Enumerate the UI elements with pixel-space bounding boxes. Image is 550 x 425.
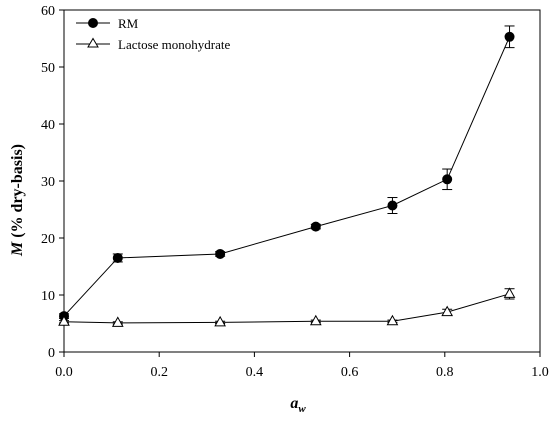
data-point-rm-6: [504, 31, 515, 42]
data-point-lactose-monohydrate-1: [111, 316, 124, 327]
chart-axes: 0.0 0.2 0.4 0.6 0.8 1.0 0 10 20 30 40 50 60: [41, 4, 549, 380]
x-axis-title: aw: [290, 395, 306, 415]
x-tick-label-2: 0.4: [246, 365, 264, 380]
y-tick-label-5: 50: [41, 61, 55, 76]
data-point-rm-1: [112, 252, 123, 263]
legend-marker-rm: [88, 18, 98, 28]
plot-frame: [63, 9, 541, 353]
data-point-rm-2: [215, 248, 226, 259]
y-tick-label-0: 0: [48, 346, 55, 361]
data-point-rm-4: [387, 200, 398, 211]
data-point-lactose-monohydrate-2: [214, 315, 226, 327]
x-tick-label-4: 0.8: [436, 365, 454, 380]
x-tick-label-3: 0.6: [341, 365, 359, 380]
y-tick-label-4: 40: [41, 118, 55, 133]
data-point-lactose-monohydrate-0: [58, 315, 70, 326]
y-tick-label-1: 10: [41, 289, 55, 304]
chart-legend: RM Lactose monohydrate: [76, 16, 230, 52]
data-point-lactose-monohydrate-3: [309, 314, 322, 326]
data-point-lactose-monohydrate-5: [441, 305, 454, 317]
x-tick-label-0: 0.0: [55, 365, 73, 380]
legend-label-rm: RM: [118, 16, 139, 31]
y-tick-label-3: 30: [41, 175, 55, 190]
data-point-rm-3: [310, 221, 321, 232]
y-tick-label-6: 60: [41, 4, 55, 19]
series-lactose-monohydrate: [58, 287, 516, 327]
y-tick-label-2: 20: [41, 232, 55, 247]
y-axis-title: M (% dry-basis): [9, 144, 26, 257]
chart-series: [58, 25, 516, 327]
data-point-rm-5: [442, 174, 453, 185]
legend-label-lactose: Lactose monohydrate: [118, 37, 230, 52]
x-tick-label-5: 1.0: [531, 365, 549, 380]
data-point-lactose-monohydrate-6: [503, 287, 516, 298]
x-tick-label-1: 0.2: [150, 365, 168, 380]
data-point-lactose-monohydrate-4: [386, 314, 399, 326]
series-line-lactose-monohydrate: [63, 293, 510, 324]
series-line-rm: [63, 36, 510, 317]
series-rm: [59, 25, 515, 322]
legend-marker-lactose: [87, 37, 99, 48]
